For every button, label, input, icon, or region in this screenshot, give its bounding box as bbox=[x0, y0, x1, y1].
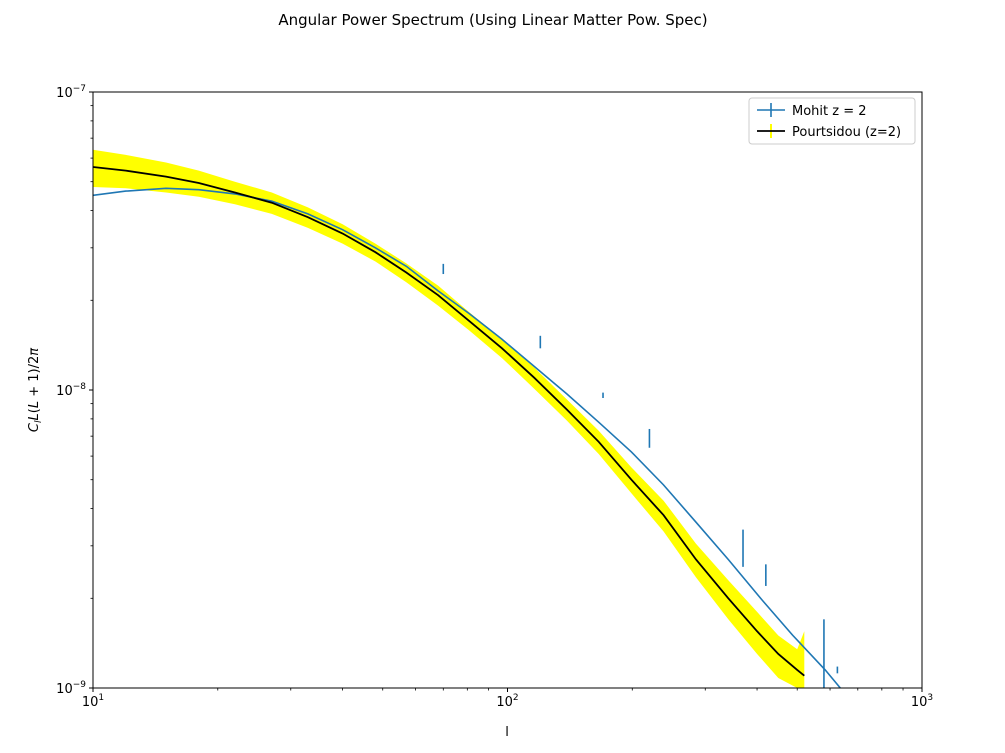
plot-area: 101 102 103 10−9 10−8 10−7 bbox=[56, 84, 933, 710]
legend-box bbox=[748, 97, 916, 145]
mohit-series-line bbox=[93, 187, 842, 688]
x-axis-label: l bbox=[505, 725, 509, 740]
y-label-plus: + 1)/2 bbox=[27, 356, 42, 401]
x-tick-label: 103 bbox=[911, 693, 933, 710]
y-tick-label: 10−8 bbox=[56, 382, 86, 399]
y-label-L: L bbox=[27, 413, 42, 420]
legend-label-pourtsidou: Pourtsidou (z=2) bbox=[792, 125, 901, 140]
y-label-L2: L bbox=[27, 401, 42, 408]
y-axis-label: ClL(L + 1)/2π bbox=[27, 348, 44, 432]
plot-inner bbox=[93, 149, 842, 688]
pourtsidou-series-line bbox=[93, 166, 805, 677]
y-label-pi: π bbox=[27, 348, 42, 356]
y-tick-label: 10−9 bbox=[56, 680, 86, 697]
y-tick-label: 10−7 bbox=[56, 84, 86, 101]
x-tick-label: 101 bbox=[82, 693, 104, 710]
y-label-open: ( bbox=[27, 408, 42, 413]
y-label-sub-l: l bbox=[34, 420, 44, 423]
legend: Mohit z = 2 Pourtsidou (z=2) bbox=[748, 97, 916, 145]
y-label-c: C bbox=[27, 422, 42, 432]
legend-label-mohit: Mohit z = 2 bbox=[792, 104, 867, 119]
pourtsidou-error-band bbox=[93, 149, 805, 688]
x-tick-label: 102 bbox=[496, 693, 518, 710]
chart-title: Angular Power Spectrum (Using Linear Mat… bbox=[278, 11, 707, 29]
